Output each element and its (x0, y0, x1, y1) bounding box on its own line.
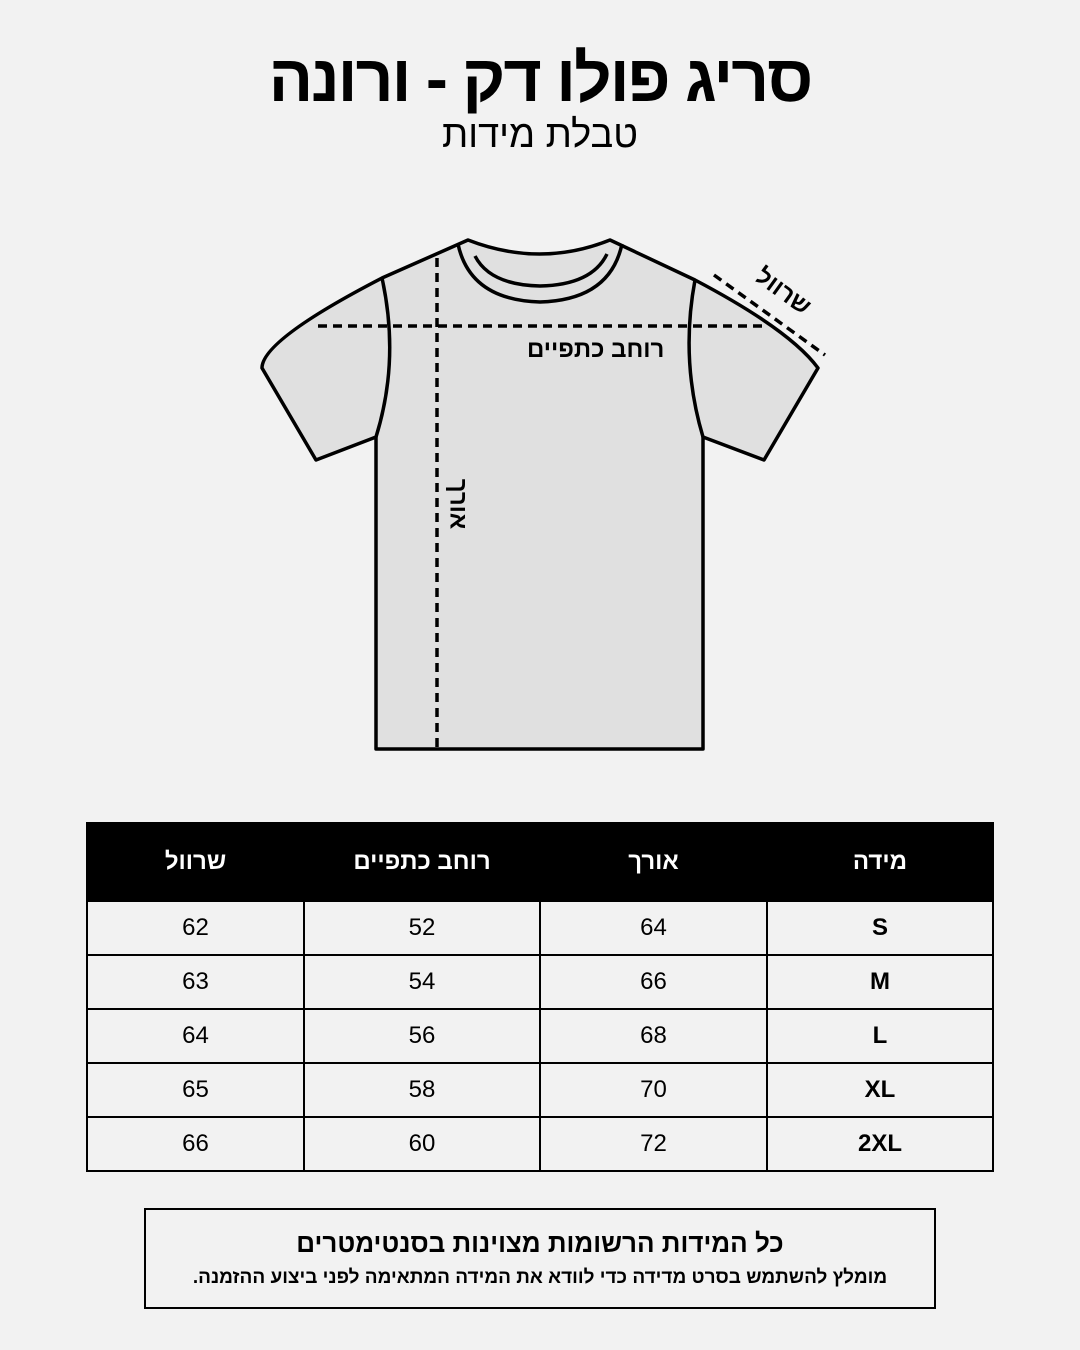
cell-sleeve: 65 (86, 1062, 305, 1118)
cell-length: 68 (539, 1008, 768, 1064)
cell-shoulder-width: 58 (303, 1062, 541, 1118)
page-subtitle: טבלת מידות (441, 114, 639, 156)
cell-sleeve: 63 (86, 954, 305, 1010)
cell-size: L (766, 1008, 994, 1064)
size-table: מידה אורך רוחב כתפיים שרוול S 64 52 62 M 66 54… (86, 822, 994, 1172)
cell-sleeve: 64 (86, 1008, 305, 1064)
cell-shoulder-width: 54 (303, 954, 541, 1010)
note-advice: מומלץ להשתמש בסרט מדידה כדי לוודא את המי… (192, 1267, 888, 1288)
cell-size: XL (766, 1062, 994, 1118)
note-units: כל המידות הרשומות מצוינות בסנטימטרים (296, 1228, 784, 1258)
page-title: סריג פולו דק - ורונה (268, 41, 814, 115)
tshirt-outline (260, 238, 820, 751)
cell-shoulder-width: 60 (303, 1116, 541, 1172)
header-length: אורך (539, 822, 768, 902)
table-row: S 64 52 62 (86, 900, 994, 956)
cell-size: 2XL (766, 1116, 994, 1172)
table-row: 2XL 72 60 66 (86, 1116, 994, 1172)
right-armhole-seam (687, 279, 705, 438)
measurement-note: כל המידות הרשומות מצוינות בסנטימטרים מומ… (144, 1208, 936, 1309)
cell-sleeve: 66 (86, 1116, 305, 1172)
table-row: L 68 56 64 (86, 1008, 994, 1064)
cell-length: 66 (539, 954, 768, 1010)
collar-outer (456, 243, 624, 304)
left-armhole-seam (374, 277, 392, 438)
table-row: M 66 54 63 (86, 954, 994, 1010)
cell-length: 70 (539, 1062, 768, 1118)
cell-shoulder-width: 56 (303, 1008, 541, 1064)
header-shoulder-width: רוחב כתפיים (303, 822, 541, 902)
shoulder-width-label: רוחב כתפיים (527, 336, 665, 363)
sleeve-dashed-line (712, 273, 827, 357)
cell-size: M (766, 954, 994, 1010)
length-label: אורך (444, 478, 472, 530)
collar-inner (473, 253, 609, 288)
cell-sleeve: 62 (86, 900, 305, 956)
header-size: מידה (766, 822, 994, 902)
table-header-row: מידה אורך רוחב כתפיים שרוול (86, 822, 994, 902)
header-sleeve: שרוול (86, 822, 305, 902)
cell-length: 64 (539, 900, 768, 956)
table-row: XL 70 58 65 (86, 1062, 994, 1118)
cell-size: S (766, 900, 994, 956)
tshirt-diagram (260, 238, 827, 751)
cell-shoulder-width: 52 (303, 900, 541, 956)
cell-length: 72 (539, 1116, 768, 1172)
